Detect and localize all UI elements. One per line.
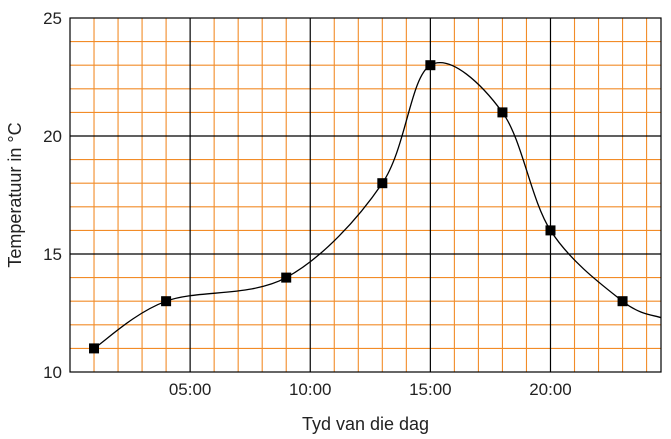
major-grid (70, 18, 661, 372)
data-point (497, 107, 508, 118)
data-point (617, 296, 628, 307)
y-tick-labels: 10 15 20 25 (43, 9, 62, 382)
y-axis-title: Temperatuur in °C (5, 122, 25, 267)
data-point (425, 60, 436, 71)
minor-grid (70, 18, 661, 372)
x-axis-title: Tyd van die dag (302, 414, 429, 434)
y-tick-label: 15 (43, 245, 62, 264)
y-tick-label: 10 (43, 363, 62, 382)
x-tick-labels: 05:00 10:00 15:00 20:00 (169, 380, 572, 399)
data-point (545, 225, 556, 236)
x-tick-label: 15:00 (409, 380, 452, 399)
data-point (377, 178, 388, 189)
data-point (161, 296, 172, 307)
data-point (89, 343, 100, 354)
x-tick-label: 20:00 (529, 380, 572, 399)
y-tick-label: 25 (43, 9, 62, 28)
data-point (281, 272, 292, 283)
temperature-curve (93, 62, 662, 349)
y-tick-label: 20 (43, 127, 62, 146)
x-tick-label: 05:00 (169, 380, 212, 399)
data-markers (89, 60, 628, 354)
plot-frame (69, 17, 662, 373)
x-tick-label: 10:00 (289, 380, 332, 399)
